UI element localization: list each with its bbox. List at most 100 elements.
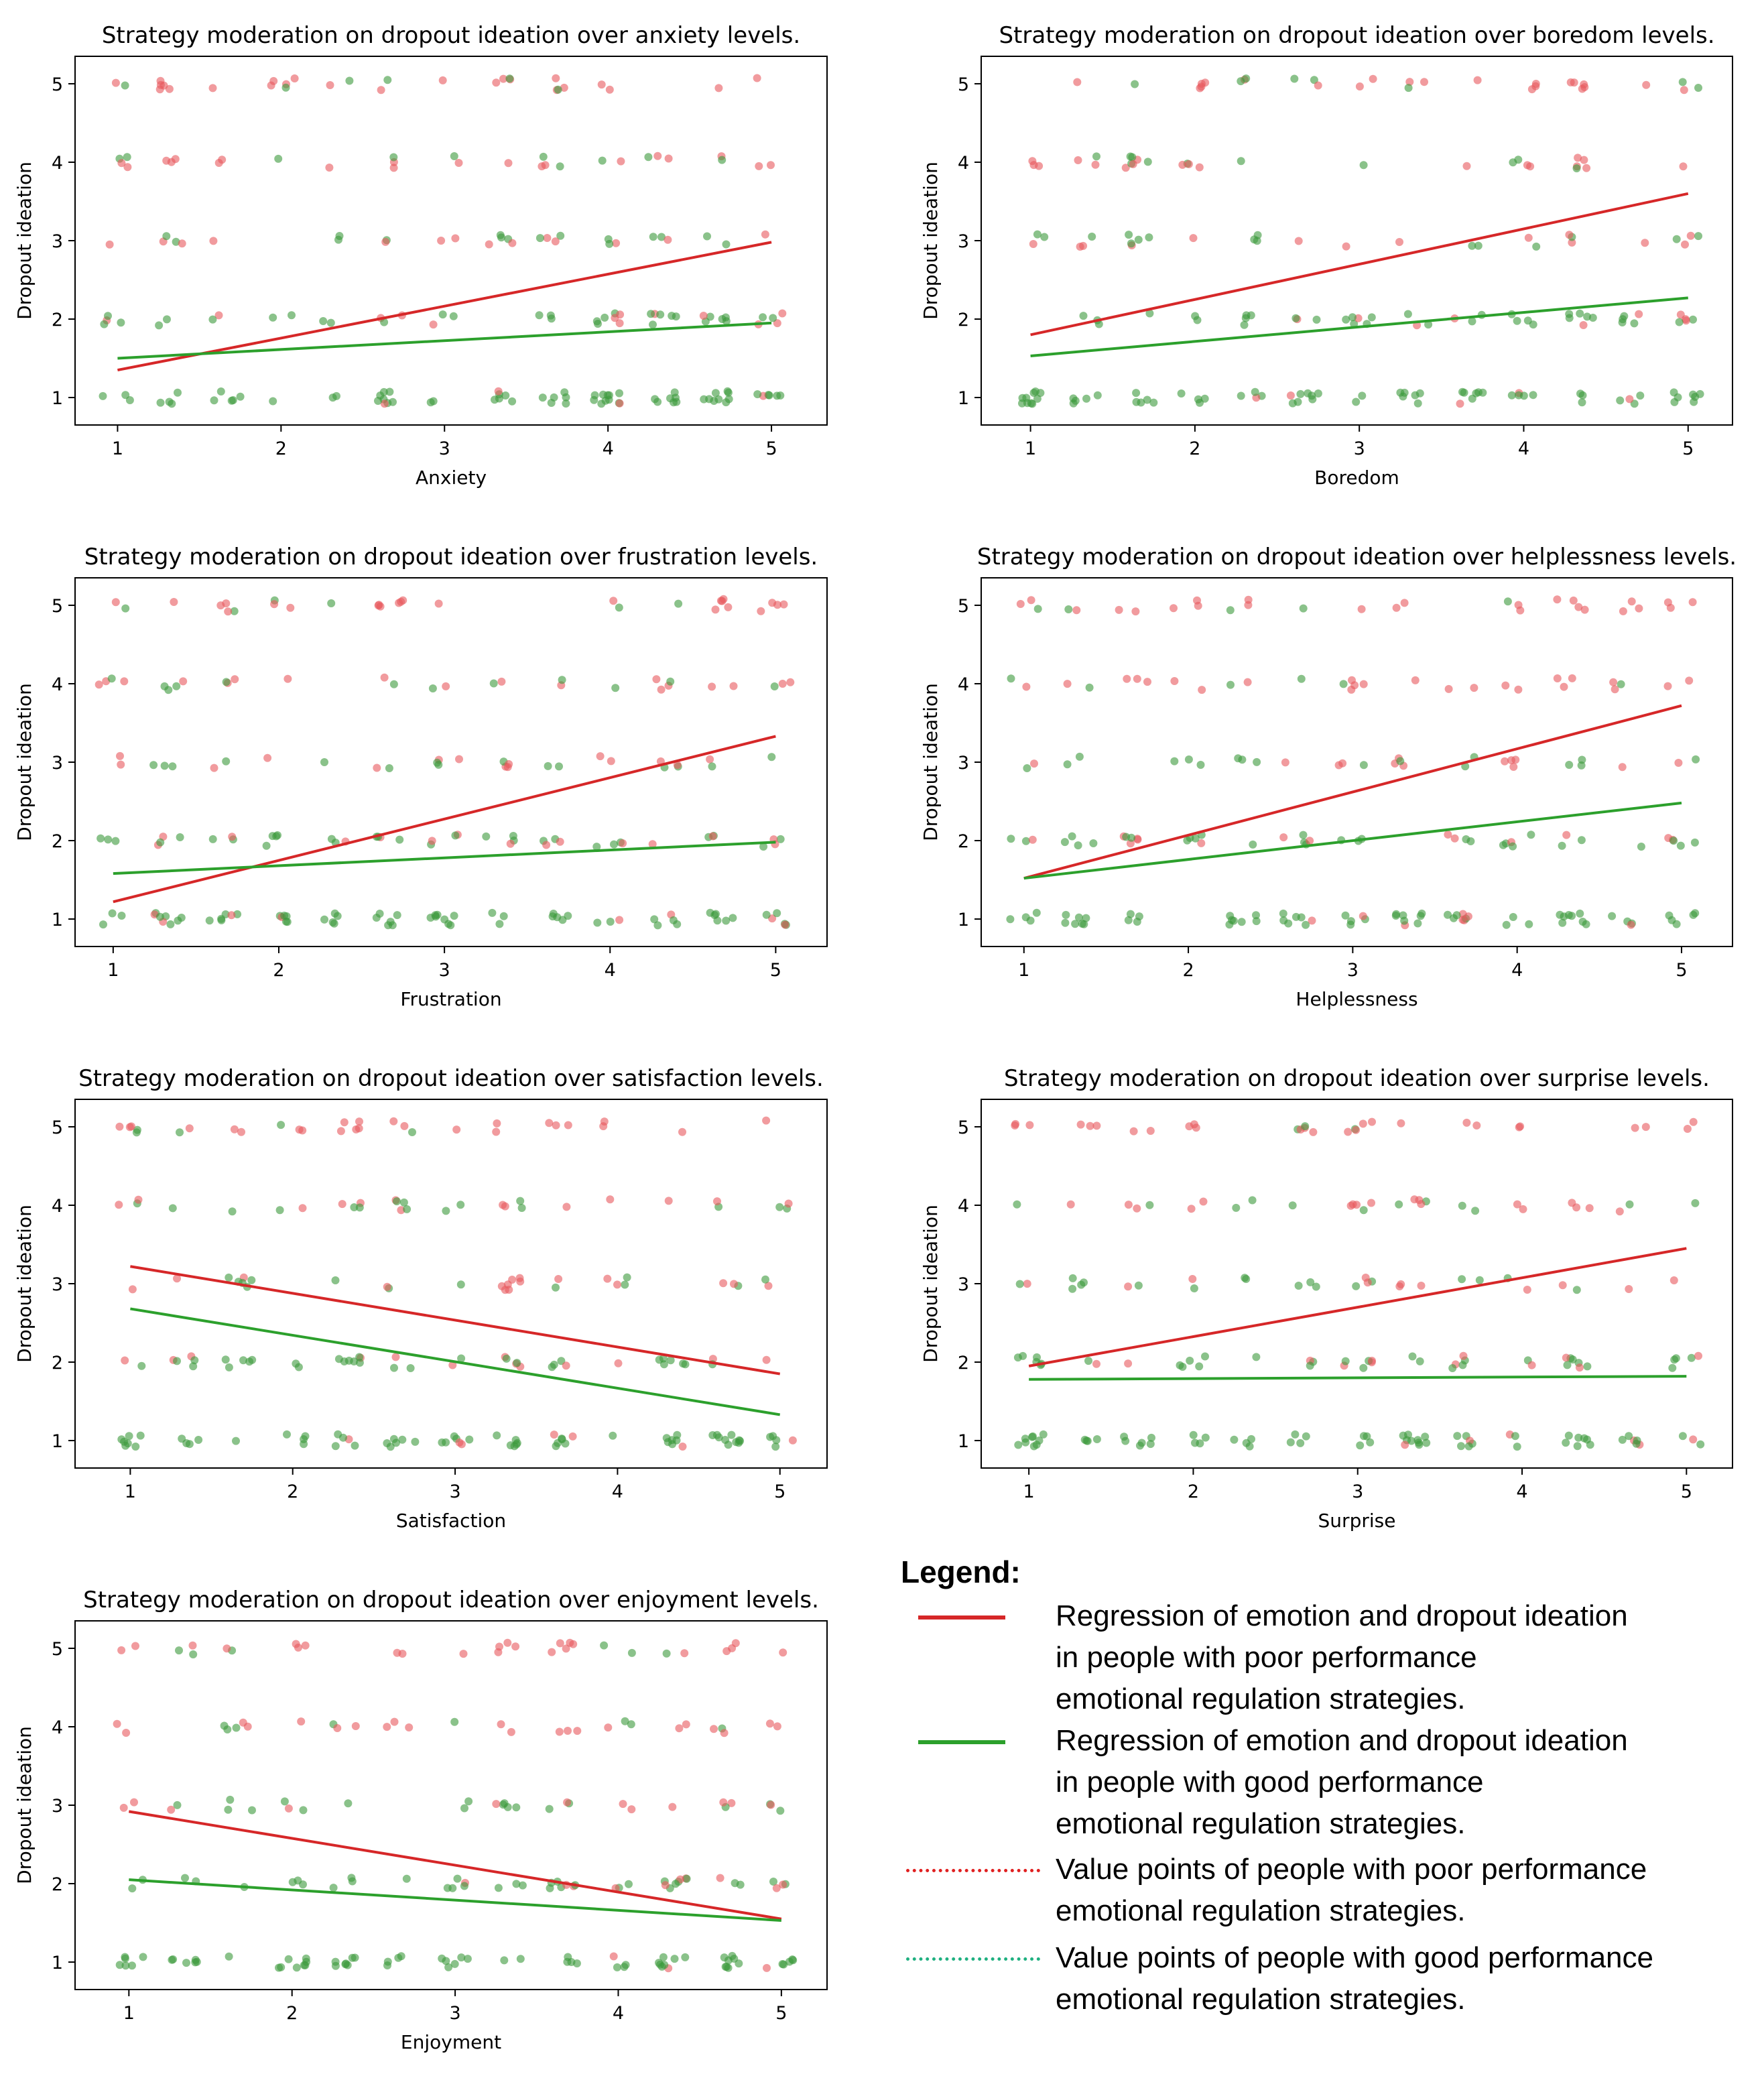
data-point — [516, 1197, 525, 1205]
data-point — [123, 153, 131, 162]
data-point — [713, 1197, 721, 1206]
data-point — [388, 921, 397, 930]
data-point — [1302, 920, 1310, 929]
data-point — [509, 832, 517, 840]
data-point — [657, 233, 666, 241]
data-point — [450, 912, 458, 920]
data-point — [1472, 1121, 1481, 1130]
data-point — [1021, 913, 1030, 922]
data-point — [1395, 238, 1403, 246]
data-point — [1690, 838, 1699, 847]
data-point — [538, 162, 546, 171]
data-point — [708, 682, 716, 691]
data-point — [1627, 597, 1636, 606]
data-point — [1032, 908, 1041, 917]
data-point — [1121, 164, 1130, 172]
data-point — [1240, 320, 1249, 329]
data-point — [600, 1117, 609, 1126]
data-point — [1092, 1121, 1101, 1130]
data-point — [1007, 674, 1015, 683]
data-point — [428, 837, 436, 845]
data-point — [163, 315, 171, 324]
data-point — [1124, 1282, 1133, 1291]
x-tick-label: 5 — [775, 2003, 787, 2024]
data-point — [1565, 231, 1574, 239]
data-point — [281, 917, 290, 926]
data-point — [1513, 316, 1521, 325]
data-point — [674, 599, 683, 608]
data-point — [1146, 1127, 1155, 1135]
data-point — [601, 313, 609, 322]
data-point — [248, 1355, 257, 1364]
data-point — [299, 1806, 308, 1815]
data-point — [1637, 843, 1645, 851]
data-point — [1178, 1363, 1187, 1371]
data-point — [457, 1354, 466, 1363]
data-point — [1344, 1127, 1352, 1136]
data-point — [494, 1884, 503, 1892]
data-point — [539, 152, 548, 161]
data-point — [1475, 1276, 1484, 1284]
data-point — [1444, 910, 1452, 919]
data-point — [564, 1727, 572, 1735]
data-point — [682, 1874, 691, 1883]
data-point — [610, 840, 618, 849]
data-point — [499, 74, 507, 83]
data-point — [722, 916, 731, 925]
data-point — [108, 909, 117, 918]
data-point — [604, 235, 613, 243]
data-point — [121, 391, 130, 400]
data-point — [1301, 1122, 1310, 1131]
data-point — [1341, 911, 1350, 920]
data-point — [428, 684, 437, 692]
data-point — [1286, 1438, 1295, 1447]
data-point — [778, 680, 787, 688]
data-point — [1683, 1125, 1692, 1133]
data-point — [1023, 1280, 1031, 1288]
data-point — [1411, 676, 1420, 684]
data-point — [1033, 230, 1042, 239]
data-point — [121, 1961, 130, 1970]
data-point — [1580, 80, 1588, 88]
data-point — [1339, 680, 1348, 688]
data-point — [456, 1280, 465, 1289]
data-point — [1082, 1437, 1091, 1445]
data-point — [1302, 1432, 1310, 1441]
data-point — [390, 1717, 399, 1726]
y-tick-label: 2 — [958, 831, 969, 852]
data-point — [1689, 1117, 1698, 1126]
data-point — [269, 397, 277, 406]
data-point — [1359, 1119, 1367, 1128]
data-point — [1473, 76, 1482, 84]
x-tick-label: 4 — [1518, 438, 1529, 459]
data-point — [327, 599, 336, 607]
data-point — [1149, 398, 1158, 407]
data-point — [1580, 605, 1589, 614]
data-point — [764, 1282, 773, 1290]
data-point — [117, 760, 125, 769]
data-point — [1086, 1121, 1094, 1130]
data-point — [160, 761, 169, 770]
data-point — [495, 1642, 503, 1651]
data-point — [1022, 682, 1031, 691]
data-point — [1359, 761, 1368, 770]
data-point — [121, 604, 130, 613]
data-point — [1363, 1432, 1371, 1441]
data-point — [1686, 231, 1695, 240]
data-point — [1350, 320, 1359, 328]
data-point — [1127, 239, 1135, 248]
data-point — [1459, 1351, 1468, 1360]
data-point — [283, 1430, 291, 1439]
chart-title: Strategy moderation on dropout ideation … — [999, 22, 1714, 49]
data-point — [1084, 1357, 1092, 1365]
data-point — [653, 151, 662, 160]
data-point — [393, 911, 401, 920]
y-tick-label: 5 — [958, 596, 969, 617]
data-point — [1092, 152, 1100, 161]
data-point — [1404, 84, 1413, 93]
data-point — [223, 1644, 231, 1653]
plot-frame — [981, 56, 1733, 426]
x-tick-label: 2 — [275, 438, 287, 459]
data-point — [678, 1443, 687, 1451]
data-point — [1691, 909, 1700, 918]
